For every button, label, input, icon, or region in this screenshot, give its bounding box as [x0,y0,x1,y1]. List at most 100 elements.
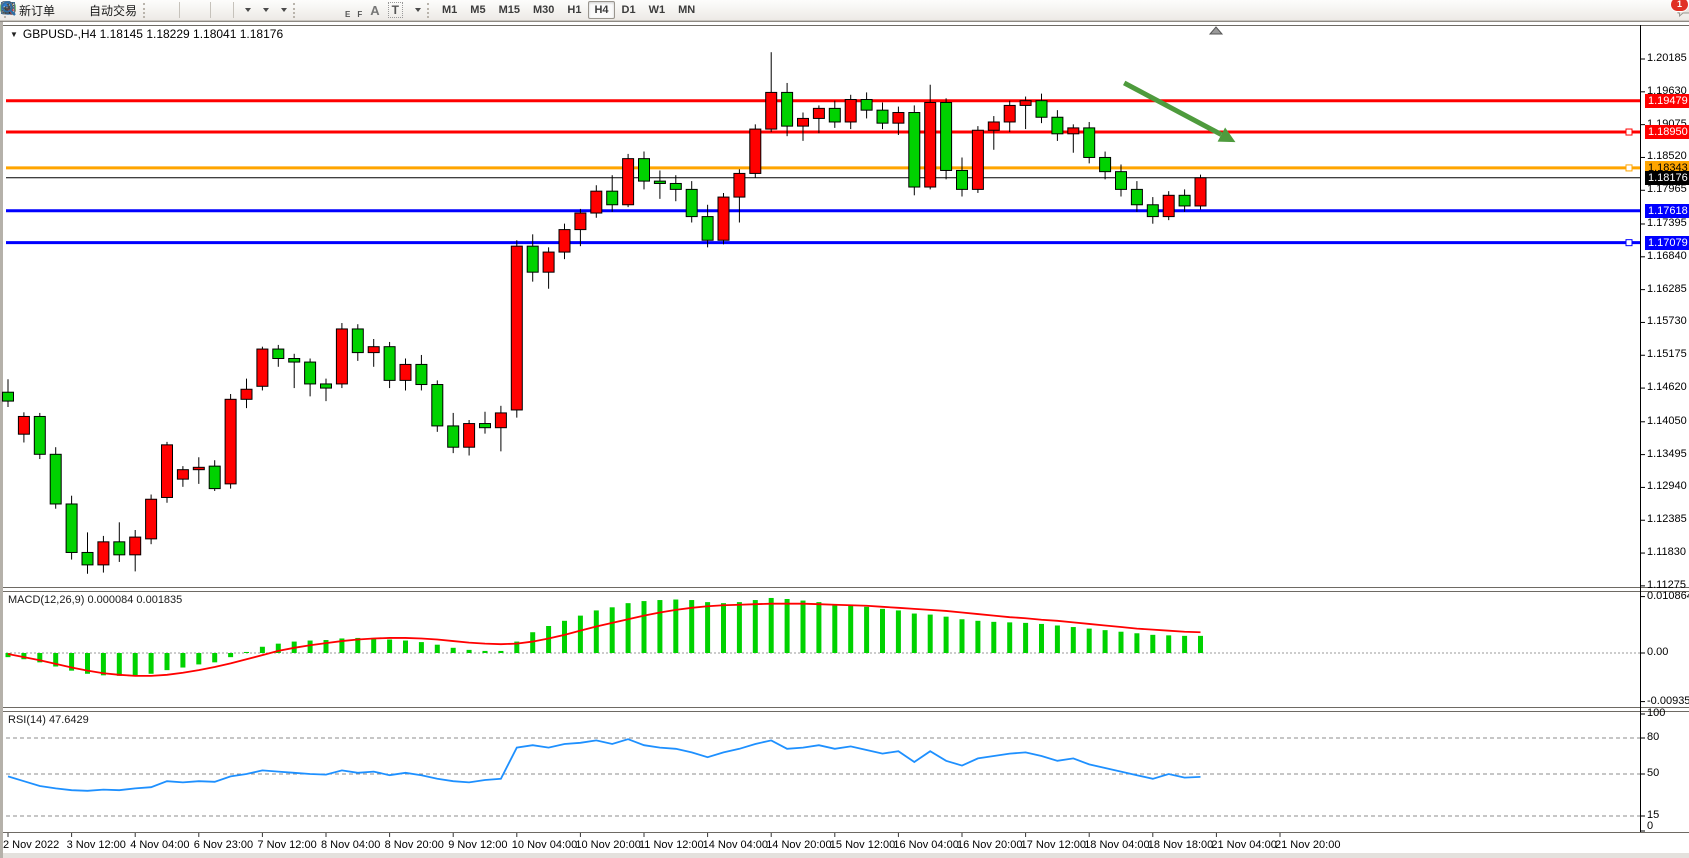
trend-arrow-line[interactable] [1123,80,1223,137]
time-axis-label: 17 Nov 12:00 [1020,839,1087,851]
zoom-out-button[interactable] [1,1,199,20]
timeframe-button-h1[interactable]: H1 [561,1,587,19]
line-handle[interactable] [1625,239,1633,247]
candle-body [1146,204,1159,218]
line-handle[interactable] [1625,128,1633,136]
crosshair-tool-button[interactable] [2,1,318,20]
rsi-indicator-label: RSI(14) 47.6429 [8,714,89,726]
signals-button[interactable] [0,1,83,20]
macd-histogram-bar [1070,627,1076,653]
fibonacci-letter: F [357,9,363,19]
candle-body [876,109,889,124]
candle-body [240,388,253,400]
candle-body [1130,188,1143,206]
candle-body [272,348,285,360]
candle-body [558,229,571,253]
notifications-button[interactable]: 1 [1670,0,1689,20]
macd-histogram-bar [895,610,901,653]
timeframe-button-d1[interactable]: D1 [616,1,642,19]
templates-button[interactable] [1,1,291,20]
dropdown-arrow-icon [263,8,270,12]
timeframe-button-mn[interactable]: MN [672,1,701,19]
price-axis-tick-label: 1.17395 [1647,216,1687,229]
price-axis-tick-label: 1.15730 [1647,315,1687,328]
channel-tool-button[interactable]: E [1,1,354,20]
toolbar-separator [179,2,181,18]
candle-body [781,91,794,127]
toolbar-right-group: 1 [1,0,1689,20]
auto-trading-button[interactable]: 自动交易 [1,1,141,20]
price-axis-tick-label: 1.17965 [1647,183,1687,196]
auto-scroll-button[interactable] [2,1,222,20]
candle-body [304,361,317,385]
trendline-tool-button[interactable] [2,1,342,20]
zoom-in-button[interactable] [1,1,191,20]
cursor-tool-button[interactable] [5,1,310,20]
chart-shift-marker-icon[interactable] [1208,26,1224,35]
search-button[interactable] [1,1,1669,20]
text-tool-button[interactable]: A [366,1,383,20]
macd-histogram-bar [1007,622,1013,653]
timeframe-button-w1[interactable]: W1 [643,1,672,19]
text-label-tool-button[interactable]: T [384,1,407,20]
profile-button[interactable] [2,1,75,20]
macd-axis-label: 0.010864 [1647,589,1689,602]
macd-histogram-bar [371,637,377,653]
macd-histogram-bar [752,600,758,653]
macd-histogram-bar [418,642,424,653]
timeframe-button-h4[interactable]: H4 [588,1,615,19]
candlestick-mode-button[interactable] [2,1,168,20]
candle-body [622,158,635,206]
macd-histogram-bar [784,599,790,653]
chart-window[interactable]: ▼ GBPUSD-,H4 1.18145 1.18229 1.18041 1.1… [0,21,1689,858]
candle-body [606,190,619,206]
candle-body [494,412,507,429]
macd-histogram-bar [562,620,567,653]
timeframe-button-m30[interactable]: M30 [527,1,560,19]
timeframe-button-m1[interactable]: M1 [436,1,463,19]
chart-title-dropdown-icon[interactable]: ▼ [10,29,18,39]
time-axis-label: 21 Nov 04:00 [1211,839,1277,851]
dropdown-arrow-icon [281,8,288,12]
text-icon: A [370,2,380,18]
tile-windows-button[interactable] [1,1,207,20]
candle-body [145,498,158,540]
timeframe-button-m5[interactable]: M5 [464,1,491,19]
timeframe-button-m15[interactable]: M15 [493,1,526,19]
trend-arrow-head[interactable] [1217,127,1236,143]
macd-histogram-bar [705,602,711,653]
vertical-line-tool-button[interactable] [5,1,326,20]
line-handle[interactable] [1625,164,1633,172]
macd-histogram-bar [641,601,647,653]
arrows-tool-button[interactable] [1,1,425,20]
horizontal-line-tool-button[interactable] [2,1,334,20]
macd-histogram-bar [1134,633,1140,653]
macd-histogram-bar [546,626,552,653]
candle-body [828,107,841,123]
chart-canvas[interactable] [0,22,1689,858]
new-chart-button[interactable] [2,1,255,20]
macd-histogram-bar [1086,628,1092,653]
price-axis-tick-label: 1.20185 [1647,52,1687,64]
current-price-tag: 1.18176 [1645,170,1689,185]
candle-body [987,121,1000,131]
period-button[interactable] [1,1,273,20]
candle-body [367,346,380,354]
candle-body [749,128,762,174]
macd-histogram-bar [514,641,520,653]
macd-histogram-bar [21,653,27,660]
macd-histogram-bar [339,638,345,653]
bar-chart-mode-button[interactable] [3,1,160,20]
toolbar: 新订单 自动交易 [0,0,1689,21]
fibonacci-tool-button[interactable]: F [2,1,366,20]
candle-body [1051,116,1064,135]
chart-shift-button[interactable] [2,1,230,20]
line-chart-mode-button[interactable] [1,1,176,20]
eraser-button[interactable] [2,1,67,20]
macd-histogram-bar [259,646,265,653]
macd-histogram-bar [323,640,329,653]
time-axis-label: 14 Nov 20:00 [766,839,832,851]
new-order-button[interactable]: 新订单 [2,1,59,20]
price-axis-tick-label: 1.14620 [1647,381,1687,394]
candle-body [208,465,221,490]
